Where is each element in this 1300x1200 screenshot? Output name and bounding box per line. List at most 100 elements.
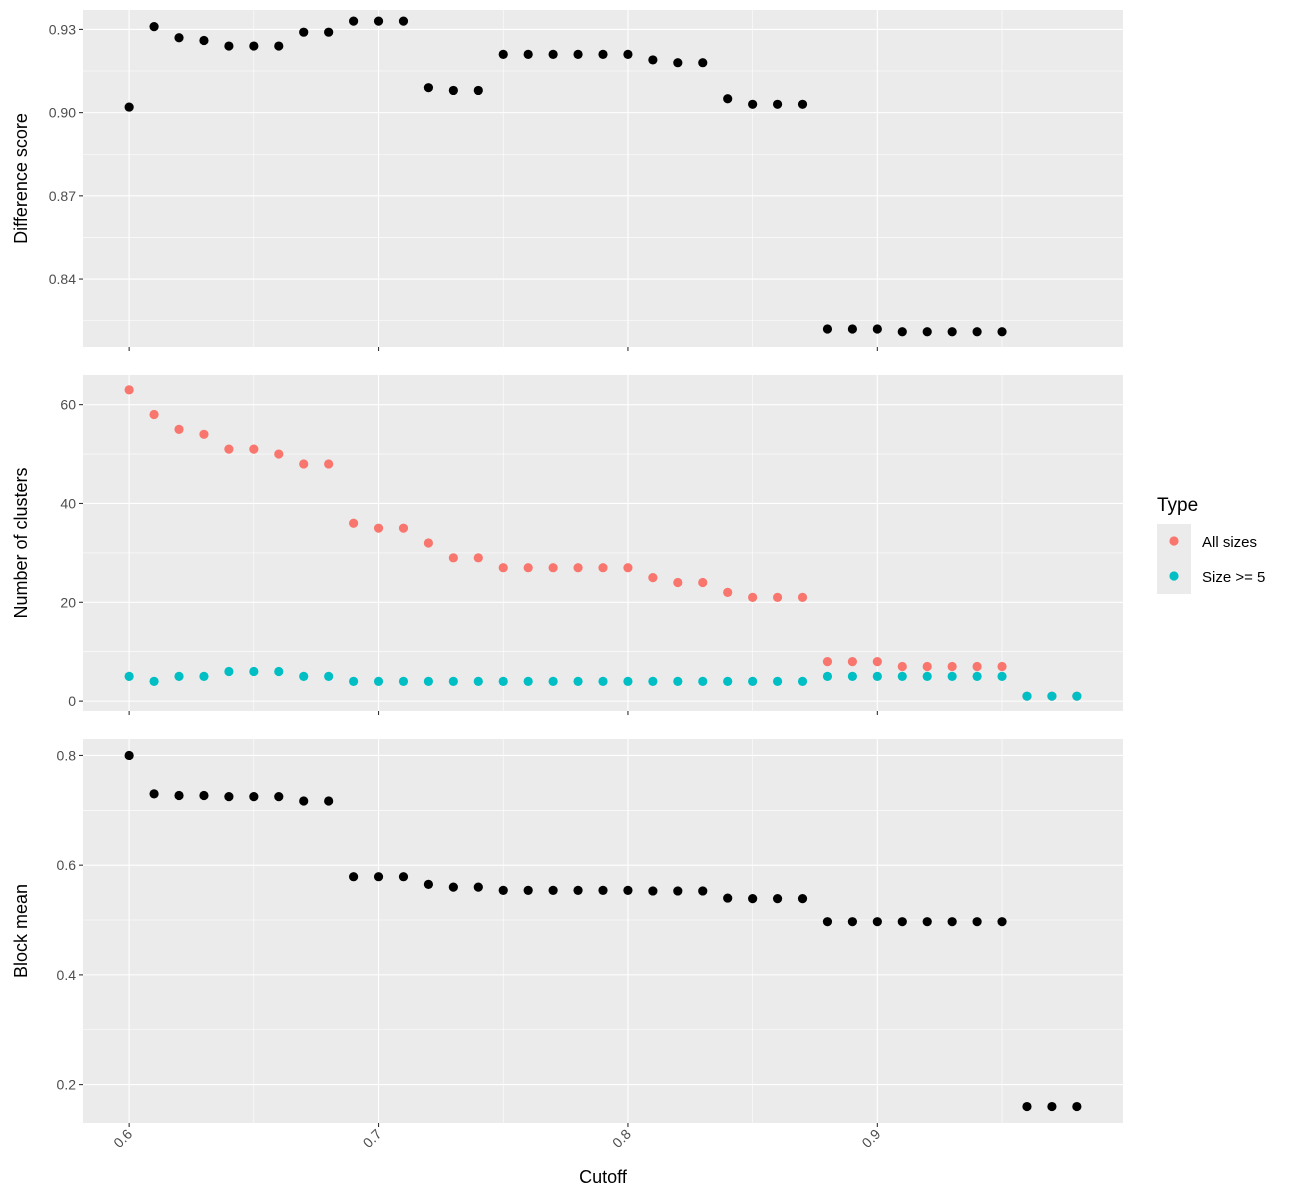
series-points <box>124 16 1007 337</box>
data-point <box>748 99 758 109</box>
data-point <box>1047 1101 1057 1112</box>
data-point <box>947 327 957 337</box>
data-point <box>199 429 209 439</box>
series-size-5 <box>124 666 1082 701</box>
data-point <box>673 577 683 588</box>
data-point <box>897 671 907 682</box>
panel-background <box>83 10 1123 347</box>
panel-number-of-clusters: 0 20 40 60 Number of clusters <box>11 375 1123 715</box>
y-tick-label: 0 <box>68 693 76 709</box>
data-point <box>997 671 1007 682</box>
data-point <box>922 327 932 337</box>
data-point <box>598 676 608 686</box>
data-point <box>523 563 533 573</box>
x-tick-label: 0.7 <box>360 1126 385 1151</box>
y-tick-label: 0.8 <box>57 747 77 763</box>
data-point <box>648 572 658 583</box>
data-point <box>972 327 982 337</box>
data-point <box>847 324 858 334</box>
data-point <box>623 49 633 59</box>
data-point <box>673 58 683 68</box>
data-point <box>324 671 334 682</box>
data-point <box>523 676 533 686</box>
data-point <box>124 750 134 761</box>
data-point <box>1022 691 1032 701</box>
data-point <box>373 523 384 533</box>
data-point <box>723 94 733 104</box>
data-point <box>149 676 159 686</box>
data-point <box>897 917 907 927</box>
data-point <box>723 893 733 903</box>
data-point <box>1022 1101 1032 1112</box>
data-point <box>423 83 434 93</box>
legend-key-all-sizes <box>1169 536 1179 546</box>
y-axis-title: Difference score <box>11 113 31 244</box>
legend-title: Type <box>1157 495 1198 516</box>
y-tick-label: 0.93 <box>49 21 76 37</box>
data-point <box>698 58 708 68</box>
data-point <box>373 16 384 26</box>
data-point <box>573 49 583 59</box>
data-point <box>972 661 982 672</box>
data-point <box>448 553 458 563</box>
data-point <box>947 661 957 672</box>
data-point <box>274 449 284 459</box>
data-point <box>748 894 758 904</box>
data-point <box>224 444 234 454</box>
data-point <box>299 671 309 682</box>
data-point <box>149 789 159 799</box>
data-point <box>548 885 558 896</box>
panel-background <box>83 375 1123 711</box>
data-point <box>498 676 508 686</box>
data-point <box>498 563 508 573</box>
data-point <box>523 49 533 59</box>
data-point <box>947 671 957 682</box>
data-point <box>573 885 583 896</box>
data-point <box>997 917 1007 927</box>
x-tick-label: 0.6 <box>110 1126 135 1151</box>
data-point <box>274 792 284 802</box>
data-point <box>398 872 409 882</box>
data-point <box>648 886 658 896</box>
data-point <box>847 917 858 927</box>
series-all-sizes <box>124 385 1082 701</box>
data-point <box>398 16 409 26</box>
panels-layer: 0.84 0.87 0.90 0.93 Difference score 0 20 40 60 N… <box>11 10 1123 1151</box>
data-point <box>398 523 409 533</box>
data-point <box>473 882 483 892</box>
x-tick-label: 0.8 <box>609 1126 634 1151</box>
data-point <box>398 676 409 686</box>
data-point <box>249 666 259 677</box>
data-point <box>249 444 259 454</box>
legend-key-background <box>1157 524 1191 594</box>
data-point <box>872 324 882 334</box>
y-tick-label: 20 <box>60 594 76 610</box>
data-point <box>473 676 483 686</box>
data-point <box>947 917 957 927</box>
data-point <box>723 676 733 686</box>
y-tick-label: 0.2 <box>57 1077 77 1093</box>
data-point <box>1072 1101 1082 1112</box>
data-point <box>673 886 683 896</box>
data-point <box>199 35 209 46</box>
data-point <box>748 592 758 602</box>
data-point <box>1072 691 1082 701</box>
data-point <box>772 99 783 109</box>
data-point <box>623 885 633 896</box>
data-point <box>822 324 833 334</box>
data-point <box>748 676 758 686</box>
data-point <box>249 41 259 51</box>
data-point <box>423 676 434 686</box>
data-point <box>648 55 658 65</box>
x-axis-title: Cutoff <box>579 1167 628 1187</box>
data-point <box>922 661 932 672</box>
data-point <box>548 563 558 573</box>
data-point <box>348 16 359 26</box>
data-point <box>548 676 558 686</box>
data-point <box>772 676 783 686</box>
data-point <box>997 327 1007 337</box>
data-point <box>922 671 932 682</box>
data-point <box>274 41 284 51</box>
data-point <box>822 656 833 667</box>
